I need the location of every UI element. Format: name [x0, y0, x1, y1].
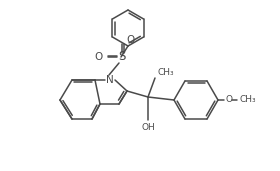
Text: O: O	[95, 52, 103, 62]
Text: O: O	[226, 95, 233, 104]
Text: O: O	[126, 35, 134, 45]
Text: CH₃: CH₃	[239, 95, 256, 104]
Text: S: S	[118, 50, 126, 63]
Text: CH₃: CH₃	[157, 68, 174, 77]
Text: N: N	[106, 75, 114, 85]
Text: OH: OH	[141, 123, 155, 132]
